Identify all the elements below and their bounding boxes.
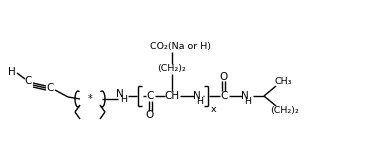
- Text: N: N: [241, 91, 249, 101]
- Text: *: *: [87, 94, 92, 104]
- Text: H: H: [245, 96, 251, 105]
- Text: H: H: [8, 67, 16, 77]
- Text: C: C: [220, 91, 228, 101]
- Text: CH₃: CH₃: [274, 78, 292, 86]
- Text: N: N: [193, 91, 201, 101]
- Text: H: H: [121, 94, 127, 103]
- Text: H: H: [196, 96, 204, 105]
- Text: CO₂(Na or H): CO₂(Na or H): [150, 41, 211, 51]
- Text: C: C: [24, 76, 32, 86]
- Text: O: O: [220, 72, 228, 82]
- Text: x: x: [211, 105, 217, 114]
- Text: (CH₂)₂: (CH₂)₂: [271, 105, 299, 114]
- Text: (CH₂)₂: (CH₂)₂: [158, 64, 187, 73]
- Text: N: N: [116, 89, 124, 99]
- Text: C: C: [146, 91, 154, 101]
- Text: O: O: [146, 110, 154, 120]
- Text: C: C: [46, 83, 54, 93]
- Text: CH: CH: [164, 91, 179, 101]
